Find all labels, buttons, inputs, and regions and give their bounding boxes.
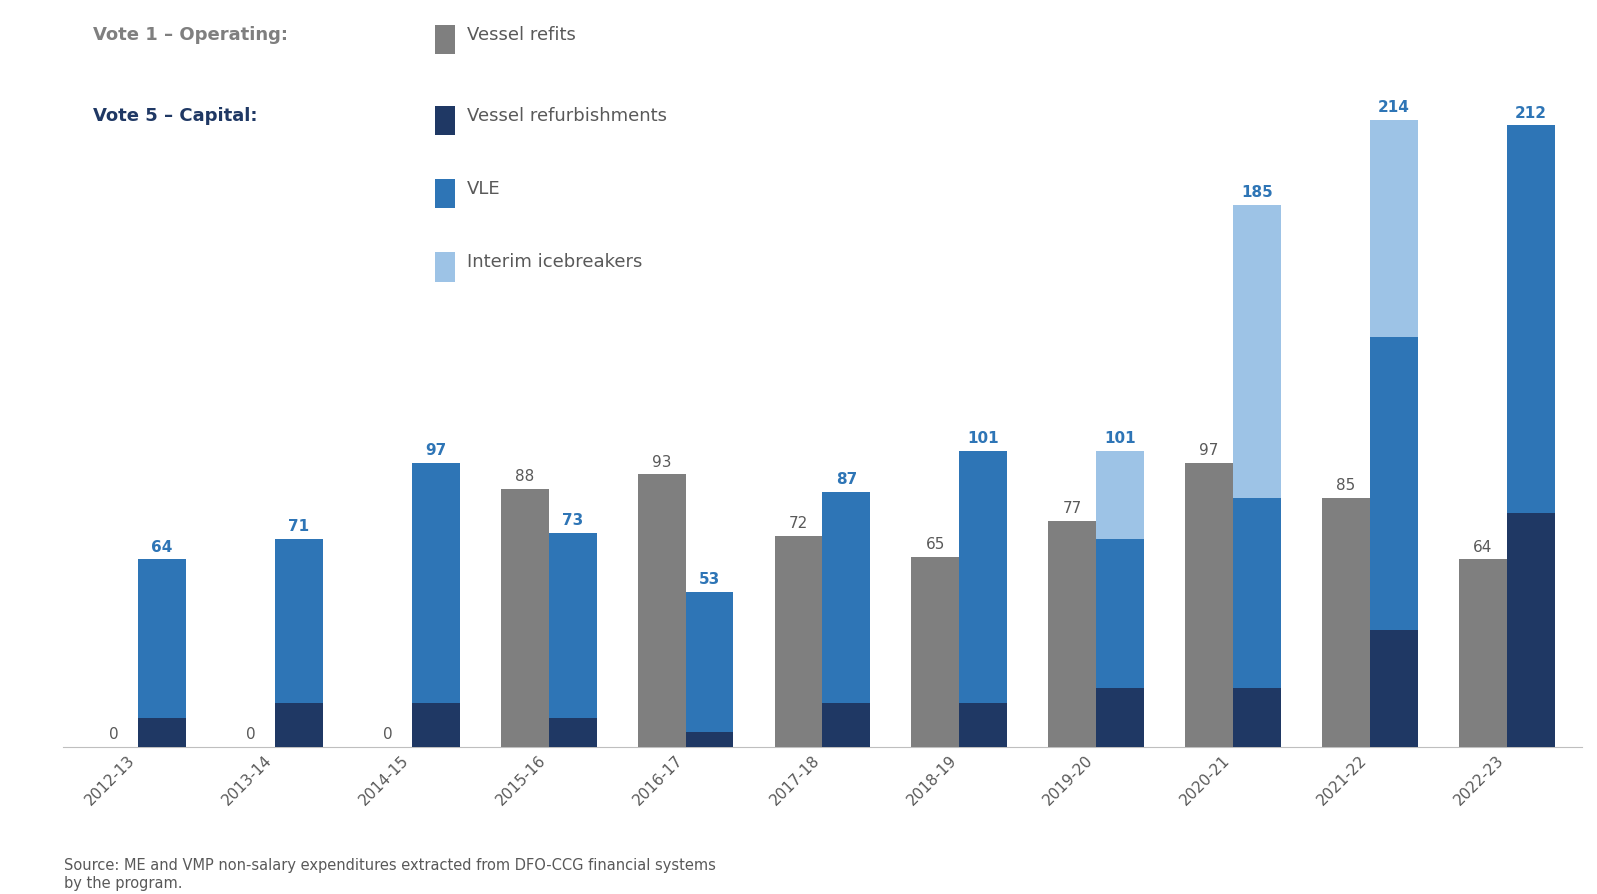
Text: Vote 1 – Operating:: Vote 1 – Operating: — [93, 26, 289, 44]
Bar — [912, 557, 960, 747]
Bar — [549, 718, 597, 747]
Text: 64: 64 — [1472, 539, 1493, 554]
Bar — [412, 704, 460, 747]
Text: Vessel refurbishments: Vessel refurbishments — [466, 106, 668, 124]
Bar — [1233, 688, 1281, 747]
FancyBboxPatch shape — [434, 106, 455, 136]
Bar — [1233, 206, 1281, 498]
Text: 0: 0 — [383, 727, 393, 741]
Text: 87: 87 — [835, 472, 858, 486]
Bar — [549, 534, 597, 718]
Bar — [822, 493, 870, 704]
Bar — [501, 490, 549, 747]
Text: 101: 101 — [968, 431, 1000, 445]
FancyBboxPatch shape — [434, 26, 455, 55]
Text: 85: 85 — [1337, 477, 1356, 493]
Bar — [1096, 451, 1143, 539]
Text: Interim icebreakers: Interim icebreakers — [466, 253, 642, 271]
Text: 53: 53 — [699, 571, 720, 586]
Bar — [1185, 463, 1233, 747]
Bar — [960, 704, 1008, 747]
Bar — [1233, 498, 1281, 688]
Bar — [275, 539, 323, 704]
Bar — [412, 463, 460, 704]
Text: 64: 64 — [152, 539, 172, 554]
Text: 97: 97 — [425, 443, 447, 458]
Bar — [1096, 539, 1143, 688]
Bar — [1506, 513, 1554, 747]
Text: 72: 72 — [789, 516, 808, 530]
Text: 185: 185 — [1241, 184, 1273, 199]
Text: 73: 73 — [562, 512, 583, 527]
Text: Source: ME and VMP non-salary expenditures extracted from DFO-CCG financial syst: Source: ME and VMP non-salary expenditur… — [64, 857, 715, 890]
Bar — [685, 733, 733, 747]
Bar — [139, 560, 187, 718]
Text: 88: 88 — [516, 468, 535, 484]
Text: Vessel refits: Vessel refits — [466, 26, 577, 44]
Text: 93: 93 — [652, 454, 671, 469]
Bar — [275, 704, 323, 747]
Bar — [139, 718, 187, 747]
Bar — [1370, 121, 1418, 337]
Text: 101: 101 — [1104, 431, 1135, 445]
Bar — [1048, 522, 1096, 747]
Text: 0: 0 — [110, 727, 120, 741]
Text: 212: 212 — [1514, 105, 1546, 121]
Bar — [822, 704, 870, 747]
Bar — [1370, 337, 1418, 630]
Bar — [685, 592, 733, 733]
Text: VLE: VLE — [466, 180, 500, 198]
Text: 0: 0 — [246, 727, 256, 741]
FancyBboxPatch shape — [434, 253, 455, 283]
Bar — [775, 536, 822, 747]
Text: 214: 214 — [1378, 99, 1410, 114]
Text: Vote 5 – Capital:: Vote 5 – Capital: — [93, 106, 257, 124]
Text: 77: 77 — [1062, 501, 1081, 516]
Text: 71: 71 — [289, 519, 310, 534]
Text: 97: 97 — [1199, 443, 1219, 458]
Bar — [1506, 126, 1554, 513]
FancyBboxPatch shape — [434, 180, 455, 209]
Bar — [1096, 688, 1143, 747]
Bar — [1322, 498, 1370, 747]
Text: 65: 65 — [926, 536, 945, 551]
Bar — [1458, 560, 1506, 747]
Bar — [637, 475, 685, 747]
Bar — [960, 451, 1008, 704]
Bar — [1370, 630, 1418, 747]
